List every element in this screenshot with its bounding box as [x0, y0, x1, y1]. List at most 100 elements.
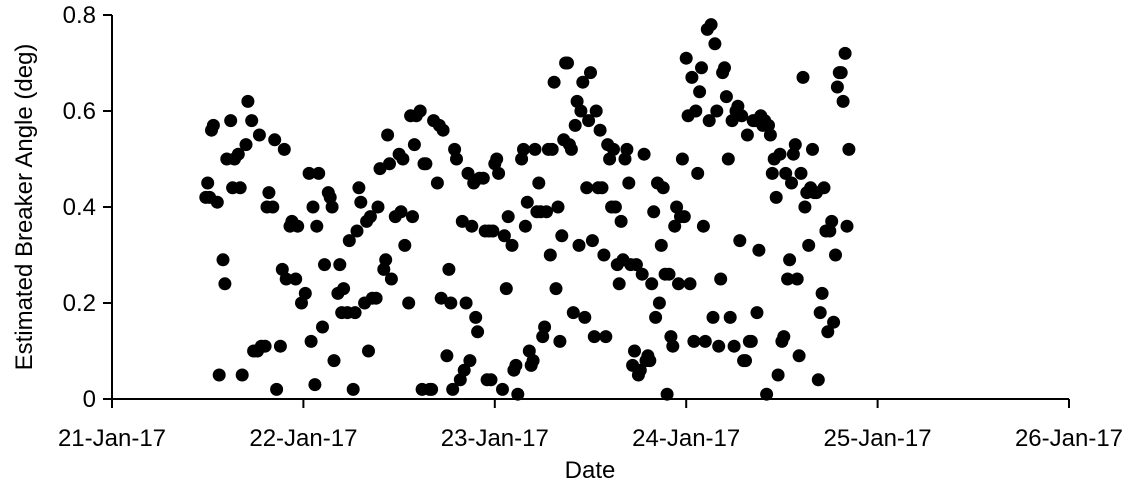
- data-point: [827, 315, 841, 329]
- y-tick-label: 0.8: [63, 2, 96, 29]
- data-point: [769, 190, 783, 204]
- data-point: [549, 282, 563, 296]
- data-point: [279, 272, 293, 286]
- data-point: [582, 114, 596, 128]
- data-point: [457, 363, 471, 377]
- data-point: [595, 181, 609, 195]
- data-point: [518, 219, 532, 233]
- data-point: [817, 181, 831, 195]
- data-point: [327, 354, 341, 368]
- data-point: [450, 152, 463, 166]
- data-point: [654, 238, 668, 252]
- data-point: [760, 387, 774, 401]
- data-point: [612, 277, 626, 291]
- data-point: [369, 291, 383, 305]
- x-tick-label: 26-Jan-17: [1015, 425, 1123, 452]
- data-point: [608, 200, 622, 214]
- data-point: [580, 181, 594, 195]
- data-point: [348, 306, 362, 320]
- data-point: [231, 147, 245, 161]
- data-point: [629, 258, 643, 272]
- data-point: [691, 166, 705, 180]
- data-point: [794, 166, 808, 180]
- data-point: [273, 339, 287, 353]
- data-point: [402, 296, 416, 310]
- data-point: [216, 253, 230, 267]
- data-points: [199, 18, 856, 401]
- data-point: [834, 66, 848, 80]
- data-point: [752, 243, 766, 257]
- data-point: [239, 138, 253, 152]
- data-point: [298, 286, 312, 300]
- data-point: [568, 118, 582, 132]
- data-point: [704, 18, 718, 32]
- data-point: [735, 109, 749, 123]
- data-point: [607, 142, 620, 156]
- data-point: [656, 181, 670, 195]
- data-point: [695, 61, 708, 75]
- data-point: [811, 373, 825, 387]
- data-point: [802, 238, 816, 252]
- data-point: [765, 166, 779, 180]
- data-point: [587, 330, 601, 344]
- data-point: [677, 210, 691, 224]
- data-point: [316, 320, 329, 334]
- data-point: [721, 152, 735, 166]
- data-point: [363, 210, 377, 224]
- data-point: [406, 210, 419, 224]
- data-point: [266, 200, 280, 214]
- data-point: [540, 205, 553, 219]
- data-point: [277, 142, 291, 156]
- data-point: [813, 306, 827, 320]
- data-point: [252, 128, 266, 142]
- data-point: [578, 310, 592, 324]
- data-point: [434, 291, 448, 305]
- data-point: [628, 344, 641, 358]
- data-point: [224, 114, 238, 128]
- data-point: [308, 378, 322, 392]
- data-point: [461, 166, 475, 180]
- data-point: [528, 142, 542, 156]
- data-point: [206, 118, 220, 132]
- x-tick-label: 22-Jan-17: [249, 425, 357, 452]
- data-point: [593, 123, 607, 137]
- data-point: [235, 368, 249, 382]
- data-point: [836, 94, 850, 108]
- y-tick-label: 0: [83, 386, 96, 413]
- data-point: [496, 382, 509, 396]
- data-point: [702, 114, 716, 128]
- data-point: [555, 229, 569, 243]
- data-point: [668, 219, 682, 233]
- data-point: [637, 147, 651, 161]
- data-point: [589, 104, 603, 118]
- data-point: [381, 128, 395, 142]
- data-point: [561, 56, 574, 70]
- data-point: [750, 306, 764, 320]
- data-point: [777, 330, 791, 344]
- data-point: [289, 272, 303, 286]
- x-tick-label: 24-Jan-17: [632, 425, 740, 452]
- data-point: [675, 152, 689, 166]
- data-point: [379, 253, 393, 267]
- data-point: [719, 90, 733, 104]
- data-point: [689, 104, 703, 118]
- data-point: [346, 382, 360, 396]
- data-point: [796, 70, 810, 84]
- data-point: [685, 70, 699, 84]
- data-point: [647, 205, 661, 219]
- data-point: [268, 133, 282, 147]
- data-point: [666, 339, 680, 353]
- data-point: [643, 354, 657, 368]
- data-point: [564, 142, 578, 156]
- data-point: [459, 296, 473, 310]
- data-point: [597, 248, 611, 262]
- data-point: [538, 320, 552, 334]
- data-point: [551, 200, 565, 214]
- data-point: [773, 147, 787, 161]
- data-point: [486, 224, 500, 238]
- data-point: [785, 176, 798, 190]
- data-point: [476, 171, 490, 185]
- data-point: [635, 267, 649, 281]
- data-point: [312, 166, 326, 180]
